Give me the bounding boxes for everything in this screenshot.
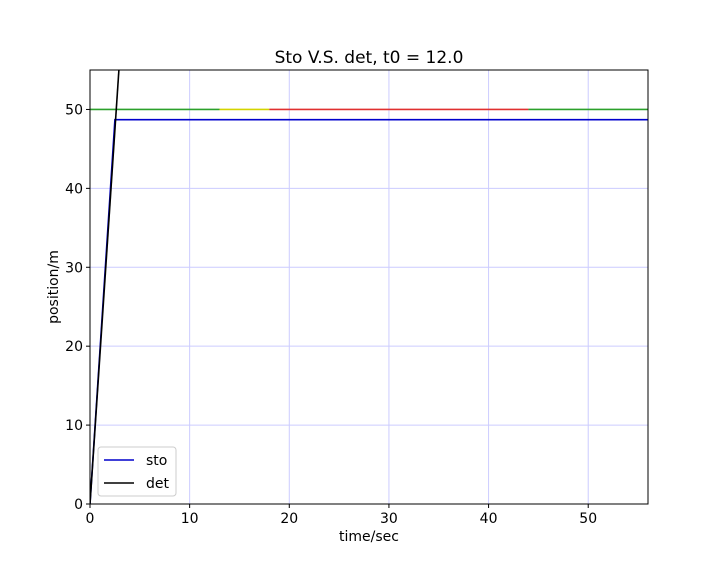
plot-frame	[89, 69, 649, 505]
x-tick-label: 30	[380, 511, 398, 527]
series-line-sto	[90, 118, 648, 504]
series	[90, 70, 648, 504]
y-tick-label: 30	[65, 260, 83, 276]
y-axis-label: position/m	[46, 250, 62, 324]
y-tick-label: 20	[65, 339, 83, 355]
legend-label-det: det	[146, 476, 170, 492]
ticks: 0 10 20 30 40 50 0 10 20 30 40 50	[65, 102, 597, 527]
x-tick-label: 20	[280, 511, 298, 527]
y-tick-label: 0	[74, 497, 83, 513]
y-tick-label: 40	[65, 181, 83, 197]
chart-title: Sto V.S. det, t0 = 12.0	[275, 48, 464, 68]
grid	[90, 70, 648, 504]
x-axis-label: time/sec	[339, 529, 399, 545]
legend: sto det	[97, 446, 177, 497]
y-tick-label: 10	[65, 418, 83, 434]
legend-label-sto: sto	[146, 453, 167, 469]
y-tick-label: 50	[65, 102, 83, 118]
x-tick-label: 0	[86, 511, 95, 527]
x-tick-label: 10	[181, 511, 199, 527]
x-tick-label: 50	[579, 511, 597, 527]
series-line-det	[90, 70, 120, 504]
x-tick-label: 40	[480, 511, 498, 527]
